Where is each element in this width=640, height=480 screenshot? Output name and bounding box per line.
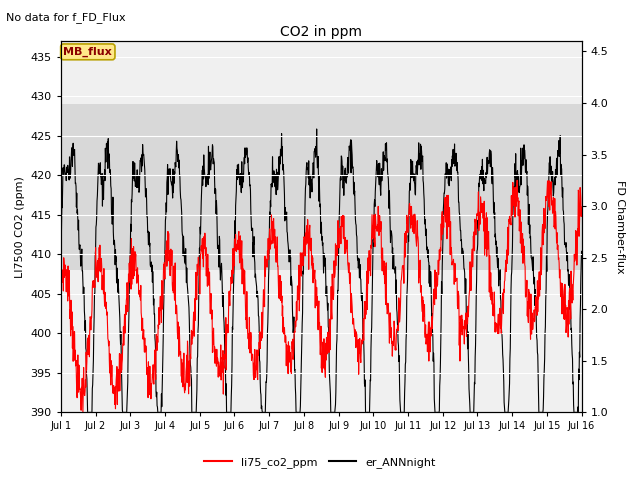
Y-axis label: FD Chamber-flux: FD Chamber-flux	[615, 180, 625, 274]
Text: MB_flux: MB_flux	[63, 47, 112, 57]
Bar	[61, 104, 582, 270]
Title: CO2 in ppm: CO2 in ppm	[280, 24, 362, 38]
Legend: li75_co2_ppm, er_ANNnight: li75_co2_ppm, er_ANNnight	[200, 452, 440, 472]
Text: No data for f_FD_Flux: No data for f_FD_Flux	[6, 12, 126, 23]
Y-axis label: LI7500 CO2 (ppm): LI7500 CO2 (ppm)	[15, 176, 25, 278]
